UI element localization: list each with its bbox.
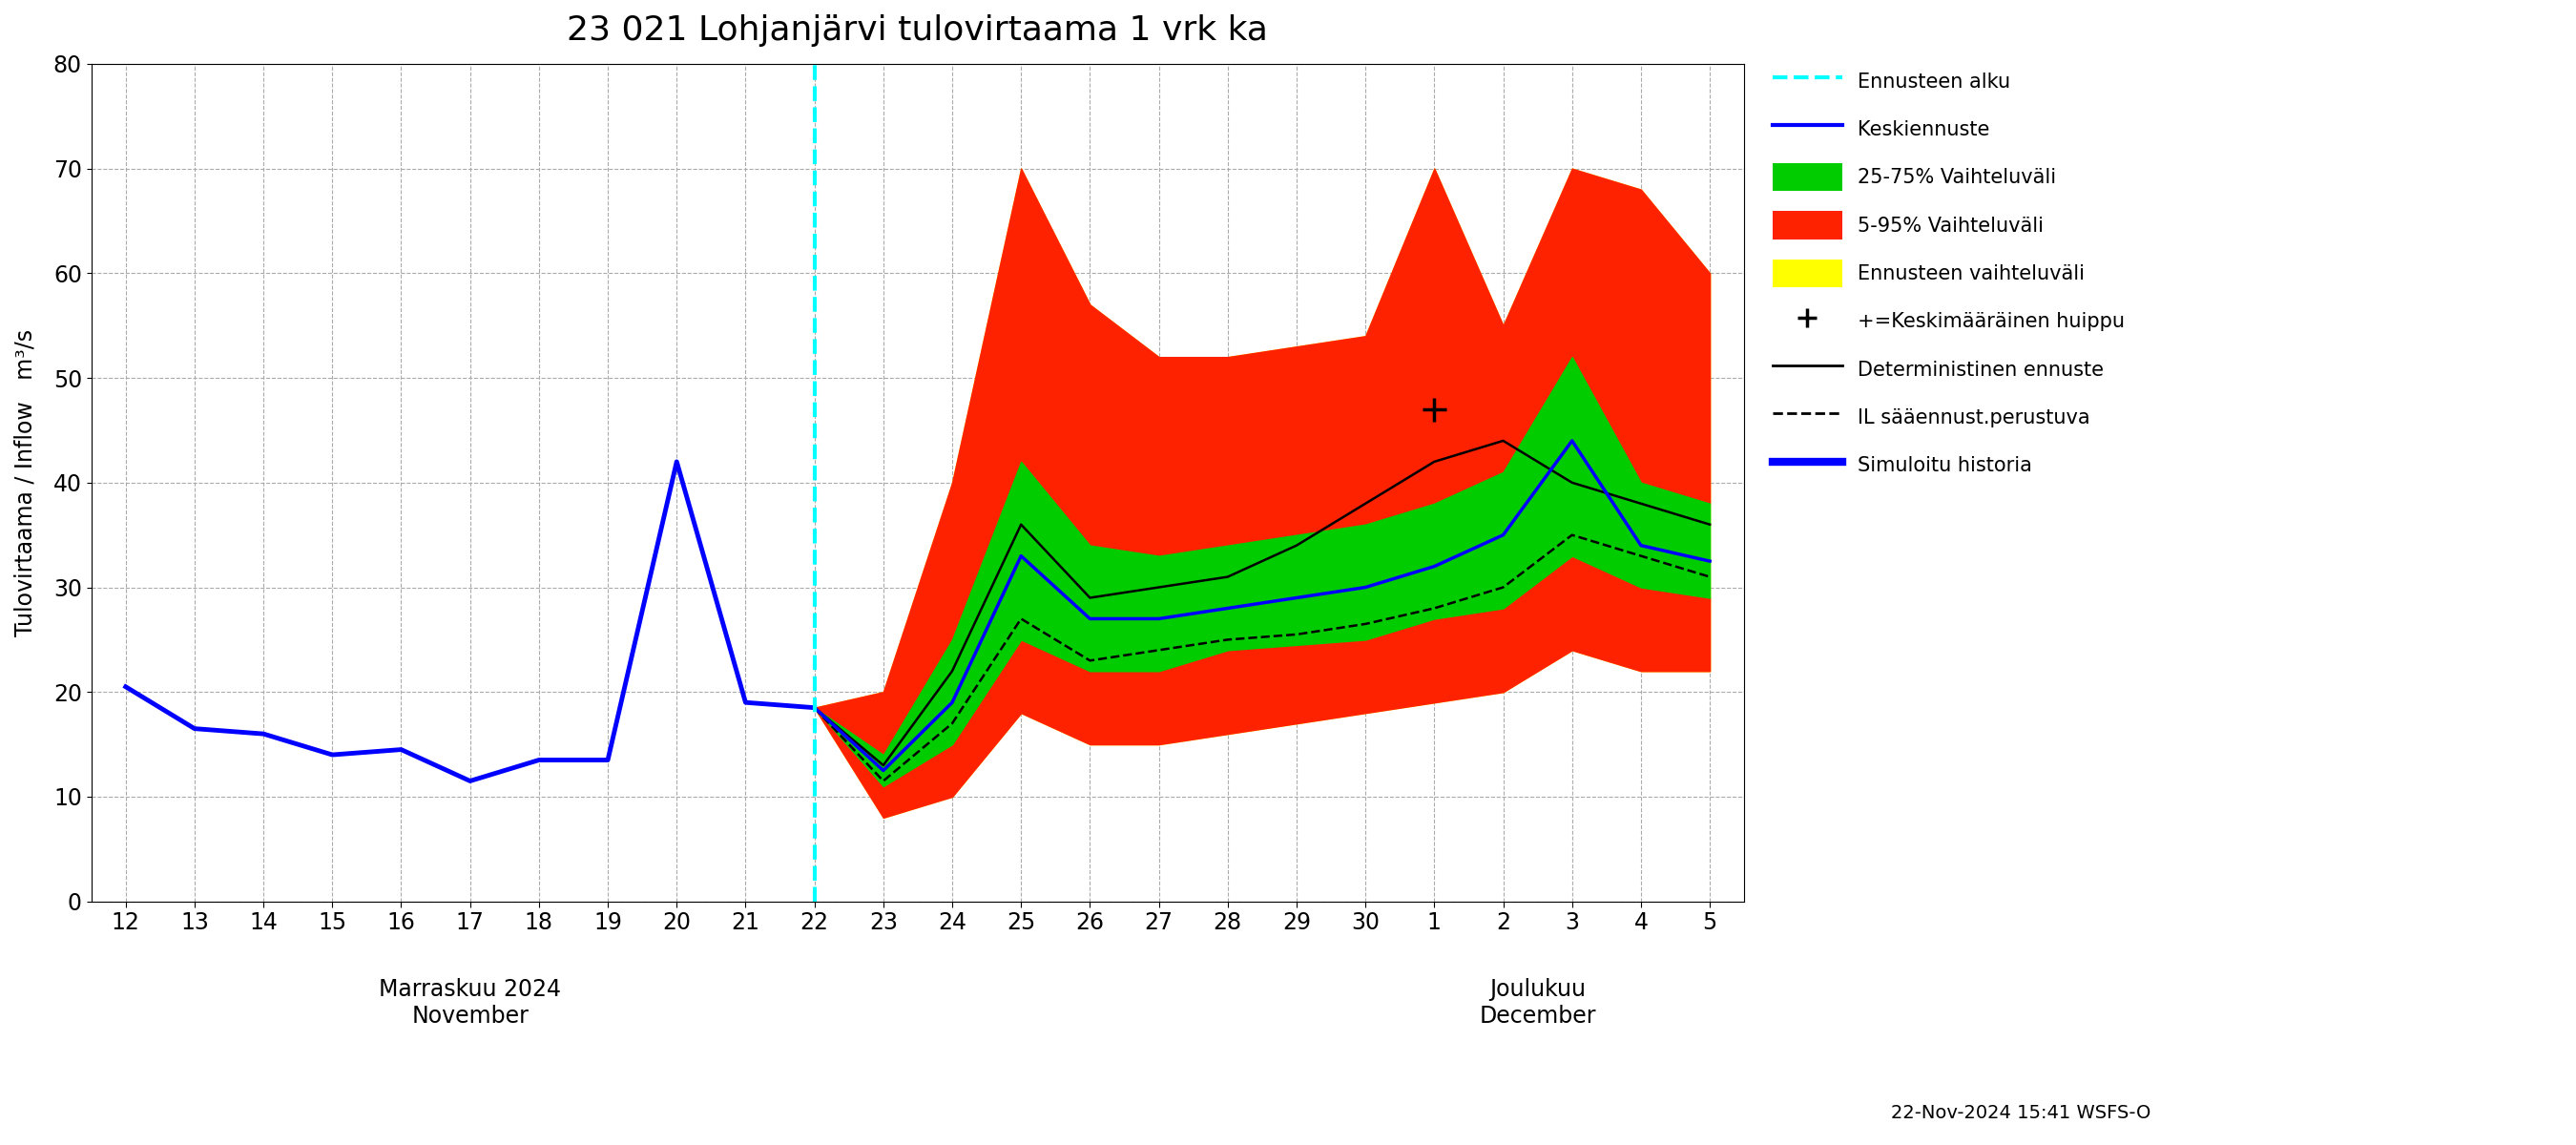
Text: Marraskuu 2024
November: Marraskuu 2024 November [379, 978, 562, 1028]
Text: 22-Nov-2024 15:41 WSFS-O: 22-Nov-2024 15:41 WSFS-O [1891, 1104, 2151, 1122]
Legend: Ennusteen alku, Keskiennuste, 25-75% Vaihteluväli, 5-95% Vaihteluväli, Ennusteen: Ennusteen alku, Keskiennuste, 25-75% Vai… [1762, 57, 2136, 489]
Title: 23 021 Lohjanjärvi tulovirtaama 1 vrk ka: 23 021 Lohjanjärvi tulovirtaama 1 vrk ka [567, 14, 1267, 47]
Text: Joulukuu
December: Joulukuu December [1479, 978, 1597, 1028]
Y-axis label: Tulovirtaama / Inflow   m³/s: Tulovirtaama / Inflow m³/s [15, 329, 36, 637]
